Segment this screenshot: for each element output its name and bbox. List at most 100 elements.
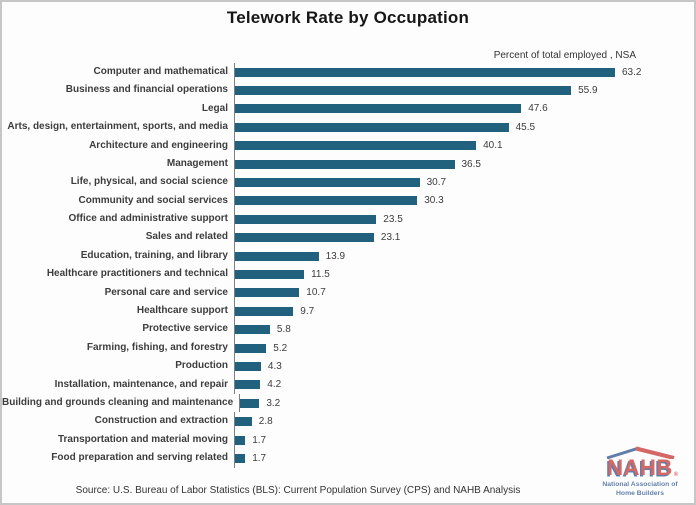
value-label: 5.2 xyxy=(273,342,288,354)
roof-icon xyxy=(606,446,675,460)
value-label: 3.2 xyxy=(266,397,281,409)
bar xyxy=(235,67,615,77)
category-label: Education, training, and library xyxy=(80,249,228,261)
bar-row: Food preparation and serving related 1.7 xyxy=(2,449,694,468)
value-label: 1.7 xyxy=(252,434,267,446)
value-label: 36.5 xyxy=(461,158,481,170)
bar-track: 3.2 xyxy=(239,394,694,413)
bar-row: Life, physical, and social science 30.7 xyxy=(2,173,694,192)
value-label: 30.7 xyxy=(426,177,447,189)
bar-row: Healthcare support 9.7 xyxy=(2,302,694,321)
category-label: Transportation and material moving xyxy=(57,433,228,445)
bar xyxy=(235,178,420,188)
bar xyxy=(235,435,246,445)
bar xyxy=(235,159,455,169)
bar-row: Legal 47.6 xyxy=(2,99,694,119)
value-label: 4.2 xyxy=(267,379,282,391)
category-label: Building and grounds cleaning and mainte… xyxy=(2,396,234,408)
value-label: 63.2 xyxy=(622,66,642,78)
category-label: Healthcare practitioners and technical xyxy=(46,268,228,280)
value-label: 1.7 xyxy=(252,452,267,464)
category-label: Office and administrative support xyxy=(68,213,228,225)
bar-track: 23.5 xyxy=(234,210,694,229)
bar-track: 4.2 xyxy=(234,375,694,395)
bar xyxy=(235,325,270,335)
nahb-logo: NAHB ® National Association of Home Buil… xyxy=(592,445,688,499)
nahb-logo-wordmark: NAHB ® xyxy=(607,455,678,481)
bar-row: Building and grounds cleaning and mainte… xyxy=(2,394,694,413)
category-label: Production xyxy=(175,360,228,372)
category-label: Protective service xyxy=(142,323,228,335)
value-label: 55.9 xyxy=(578,85,598,97)
category-label: Farming, fishing, and forestry xyxy=(86,341,228,353)
value-label: 47.6 xyxy=(528,103,548,115)
source-note: Source: U.S. Bureau of Labor Statistics … xyxy=(75,485,521,496)
bar-row: Production 4.3 xyxy=(2,357,694,376)
bar xyxy=(235,453,246,463)
bar xyxy=(235,343,267,353)
category-label: Food preparation and serving related xyxy=(51,452,228,464)
value-label: 9.7 xyxy=(300,305,315,317)
bar-track: 10.7 xyxy=(234,283,694,303)
value-label: 10.7 xyxy=(306,287,326,299)
bar-track: 11.5 xyxy=(234,265,694,284)
bar-row: Protective service 5.8 xyxy=(2,320,694,339)
value-label: 5.8 xyxy=(276,324,291,336)
bar-row: Computer and mathematical 63.2 xyxy=(2,63,694,82)
bar-track: 1.7 xyxy=(234,449,694,468)
bar-row: Architecture and engineering 40.1 xyxy=(2,136,694,155)
category-label: Computer and mathematical xyxy=(93,65,228,77)
category-label: Sales and related xyxy=(145,231,228,243)
category-label: Community and social services xyxy=(78,194,228,206)
value-label: 4.3 xyxy=(267,360,282,372)
chart-title: Telework Rate by Occupation xyxy=(226,8,470,27)
bar-track: 5.8 xyxy=(234,320,694,339)
bar xyxy=(235,417,252,427)
bar-row: Education, training, and library 13.9 xyxy=(2,246,694,266)
bar xyxy=(240,398,260,408)
nahb-logo-text: NAHB xyxy=(607,455,673,481)
bar-track: 30.3 xyxy=(234,191,694,211)
bar-row: Arts, design, entertainment, sports, and… xyxy=(2,118,694,137)
bar-track: 9.7 xyxy=(234,302,694,321)
nahb-logo-subtitle: National Association of Home Builders xyxy=(602,481,678,498)
category-label: Legal xyxy=(201,102,228,114)
bar xyxy=(235,251,319,261)
bar-track: 13.9 xyxy=(234,246,694,266)
bar-row: Transportation and material moving 1.7 xyxy=(2,430,694,450)
bar-row: Sales and related 23.1 xyxy=(2,228,694,247)
category-label: Arts, design, entertainment, sports, and… xyxy=(7,121,228,133)
bar xyxy=(235,122,509,132)
category-label: Construction and extraction xyxy=(94,415,228,427)
bar xyxy=(235,361,261,371)
bar xyxy=(235,86,572,96)
bar-track: 47.6 xyxy=(234,99,694,119)
bar-row: Management 36.5 xyxy=(2,154,694,174)
category-label: Business and financial operations xyxy=(65,84,228,96)
bar-track: 30.7 xyxy=(234,173,694,192)
bar-track: 23.1 xyxy=(234,228,694,247)
registered-mark-icon: ® xyxy=(673,472,679,479)
bar xyxy=(235,288,300,298)
bar xyxy=(235,233,374,243)
bar-track: 1.7 xyxy=(234,430,694,450)
value-label: 40.1 xyxy=(483,140,503,152)
bar xyxy=(235,306,294,316)
bar-row: Farming, fishing, and forestry 5.2 xyxy=(2,338,694,358)
axis-units-note: Percent of total employed , NSA xyxy=(493,50,636,61)
category-label: Life, physical, and social science xyxy=(70,176,228,188)
value-label: 13.9 xyxy=(325,250,346,262)
bar-track: 40.1 xyxy=(234,136,694,155)
category-label: Management xyxy=(166,157,228,169)
bar-row: Construction and extraction 2.8 xyxy=(2,412,694,431)
bar xyxy=(235,269,305,279)
bar-row: Personal care and service 10.7 xyxy=(2,283,694,303)
bar xyxy=(235,196,418,206)
bar-row: Installation, maintenance, and repair 4.2 xyxy=(2,375,694,395)
bar-row: Business and financial operations 55.9 xyxy=(2,81,694,100)
bar xyxy=(235,141,477,151)
bar xyxy=(235,104,522,114)
value-label: 23.5 xyxy=(383,213,403,225)
category-label: Healthcare support xyxy=(136,305,228,317)
